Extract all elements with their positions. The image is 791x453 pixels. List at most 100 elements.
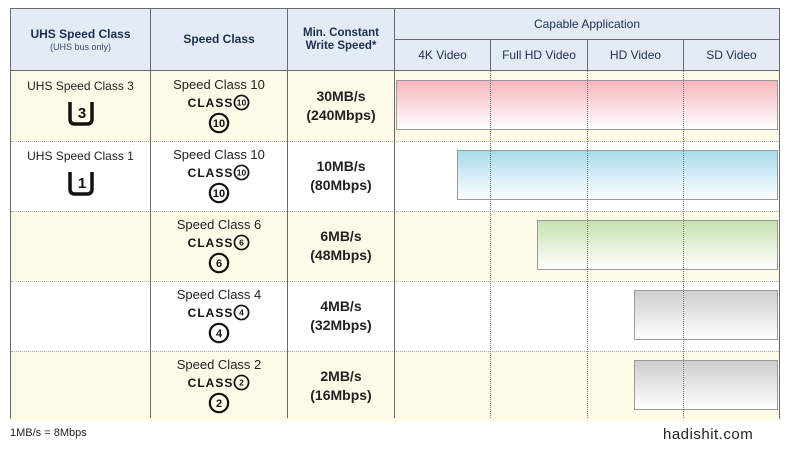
table-row: Speed Class 6 CLASS 6 6 6MB/s (48Mbps) bbox=[11, 211, 779, 281]
speed-class-label: Speed Class 6 bbox=[176, 217, 262, 232]
class-icon-wrap: 10 bbox=[208, 182, 230, 204]
svg-text:2: 2 bbox=[239, 378, 244, 388]
uhs-icon-wrap: 1 bbox=[66, 169, 96, 197]
class-number-large-icon: 2 bbox=[208, 392, 230, 414]
uhs-speed-class-cell bbox=[11, 281, 150, 351]
capable-application-bar bbox=[634, 290, 778, 340]
class-number-small-icon: 2 bbox=[233, 374, 250, 391]
capable-application-bar bbox=[537, 220, 778, 270]
row-divider bbox=[11, 211, 779, 212]
table-row: UHS Speed Class 3 3 Speed Class 10 CLASS 10 1… bbox=[11, 71, 779, 141]
row-divider bbox=[11, 351, 779, 352]
uhs-speed-class-label: UHS Speed Class 1 bbox=[27, 149, 134, 163]
speed-mbs: 2MB/s bbox=[320, 368, 362, 384]
class-word: CLASS bbox=[187, 305, 234, 320]
header-app-hd: HD Video bbox=[588, 40, 683, 70]
class-logo: CLASS 4 bbox=[188, 304, 251, 321]
header-capable-application: Capable Application bbox=[395, 9, 779, 39]
speed-mbps: (240Mbps) bbox=[306, 107, 376, 123]
uhs-speed-class-icon: 3 bbox=[67, 102, 94, 126]
svg-text:3: 3 bbox=[77, 105, 85, 122]
table-row: Speed Class 4 CLASS 4 4 4MB/s (32Mbps) bbox=[11, 281, 779, 351]
speed-mbps: (16Mbps) bbox=[310, 387, 372, 403]
capable-application-bar bbox=[634, 360, 778, 410]
speed-class-cell: Speed Class 10 CLASS 10 10 bbox=[151, 71, 287, 141]
header-uhs-subtitle: (UHS bus only) bbox=[49, 41, 112, 52]
column-border bbox=[394, 9, 395, 418]
class-icon-wrap: 6 bbox=[208, 252, 230, 274]
app-divider-dotted bbox=[490, 71, 491, 418]
uhs-speed-class-cell: UHS Speed Class 1 1 bbox=[11, 141, 150, 211]
class-number-small-icon: 10 bbox=[233, 164, 250, 181]
class-number-large-icon: 10 bbox=[208, 182, 230, 204]
speed-class-cell: Speed Class 4 CLASS 4 4 bbox=[151, 281, 287, 351]
svg-text:4: 4 bbox=[216, 328, 223, 340]
svg-text:2: 2 bbox=[216, 398, 222, 410]
row-divider bbox=[11, 141, 779, 142]
speed-class-label: Speed Class 10 bbox=[173, 77, 265, 92]
svg-text:6: 6 bbox=[239, 238, 244, 248]
speed-mbs: 30MB/s bbox=[316, 88, 366, 104]
speed-class-cell: Speed Class 6 CLASS 6 6 bbox=[151, 211, 287, 281]
class-word: CLASS bbox=[187, 165, 234, 180]
class-logo: CLASS 10 bbox=[188, 164, 251, 181]
header-app-sd: SD Video bbox=[684, 40, 779, 70]
class-number-small-icon: 4 bbox=[233, 304, 250, 321]
column-border bbox=[287, 9, 288, 418]
header-capable-title: Capable Application bbox=[533, 16, 641, 31]
column-border bbox=[490, 40, 491, 70]
class-number-small-icon: 10 bbox=[233, 94, 250, 111]
uhs-speed-class-cell bbox=[11, 211, 150, 281]
svg-text:10: 10 bbox=[237, 98, 247, 108]
speed-class-label: Speed Class 10 bbox=[173, 147, 265, 162]
column-border bbox=[150, 9, 151, 418]
header-app-4k: 4K Video bbox=[395, 40, 490, 70]
svg-text:10: 10 bbox=[213, 188, 225, 200]
svg-text:6: 6 bbox=[216, 258, 222, 270]
class-icon-wrap: 2 bbox=[208, 392, 230, 414]
uhs-speed-class-cell: UHS Speed Class 3 3 bbox=[11, 71, 150, 141]
speed-class-cell: Speed Class 10 CLASS 10 10 bbox=[151, 141, 287, 211]
svg-text:1: 1 bbox=[77, 175, 85, 192]
table-row: Speed Class 2 CLASS 2 2 2MB/s (16Mbps) bbox=[11, 351, 779, 421]
class-logo: CLASS 10 bbox=[188, 94, 251, 111]
class-word: CLASS bbox=[187, 95, 234, 110]
class-number-large-icon: 4 bbox=[208, 322, 230, 344]
min-write-speed-cell: 4MB/s (32Mbps) bbox=[288, 281, 394, 351]
speed-mbps: (32Mbps) bbox=[310, 317, 372, 333]
speed-class-label: Speed Class 2 bbox=[176, 357, 262, 372]
speed-mbs: 10MB/s bbox=[316, 158, 366, 174]
row-divider bbox=[11, 281, 779, 282]
app-divider-dotted bbox=[587, 71, 588, 418]
speed-mbps: (80Mbps) bbox=[310, 177, 372, 193]
uhs-speed-class-label: UHS Speed Class 3 bbox=[27, 79, 134, 93]
table-row: UHS Speed Class 1 1 Speed Class 10 CLASS 10 1… bbox=[11, 141, 779, 211]
svg-text:10: 10 bbox=[237, 168, 247, 178]
class-number-large-icon: 6 bbox=[208, 252, 230, 274]
speed-mbs: 4MB/s bbox=[320, 298, 362, 314]
speed-class-label: Speed Class 4 bbox=[176, 287, 262, 302]
class-number-large-icon: 10 bbox=[208, 112, 230, 134]
min-write-speed-cell: 30MB/s (240Mbps) bbox=[288, 71, 394, 141]
uhs-icon-wrap: 3 bbox=[66, 99, 96, 127]
class-icon-wrap: 10 bbox=[208, 112, 230, 134]
header-speed-class: Speed Class bbox=[151, 9, 287, 70]
header-bottom-border bbox=[11, 70, 779, 71]
header-min-write-speed-title: Min. Constant Write Speed* bbox=[302, 26, 380, 52]
class-logo: CLASS 6 bbox=[188, 234, 251, 251]
column-border bbox=[683, 40, 684, 70]
class-logo: CLASS 2 bbox=[188, 374, 251, 391]
header-min-write-speed: Min. Constant Write Speed* bbox=[288, 9, 394, 70]
header-divider bbox=[395, 39, 779, 40]
speed-mbs: 6MB/s bbox=[320, 228, 362, 244]
header-app-full-hd: Full HD Video bbox=[491, 40, 587, 70]
uhs-speed-class-cell bbox=[11, 351, 150, 421]
footnote: 1MB/s = 8Mbps bbox=[10, 427, 87, 439]
column-border bbox=[587, 40, 588, 70]
class-icon-wrap: 4 bbox=[208, 322, 230, 344]
class-word: CLASS bbox=[187, 235, 234, 250]
speed-class-cell: Speed Class 2 CLASS 2 2 bbox=[151, 351, 287, 421]
class-number-small-icon: 6 bbox=[233, 234, 250, 251]
uhs-speed-class-icon: 1 bbox=[67, 172, 94, 196]
header-uhs-title: UHS Speed Class bbox=[30, 26, 131, 41]
